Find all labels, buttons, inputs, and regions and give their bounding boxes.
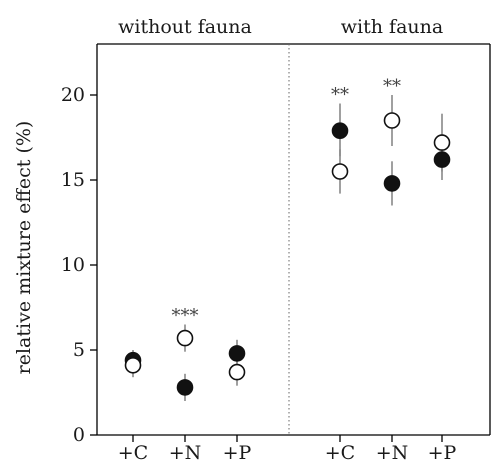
open-point (383, 112, 401, 129)
filled-point (433, 151, 451, 168)
x-tick-label: +C (325, 442, 355, 461)
significance-label: ** (331, 85, 349, 106)
y-axis-title: relative mixture effect (%) (13, 121, 35, 375)
x-tick-label: +P (223, 442, 252, 461)
x-tick-label: +N (376, 442, 409, 461)
chart-labels: 0 5 10 15 20 relative mixture effect (%) witho… (13, 16, 457, 461)
y-tick-label: 0 (73, 424, 85, 446)
data-marks (124, 95, 451, 401)
x-tick-label: +C (118, 442, 148, 461)
panel-label: without fauna (118, 16, 252, 38)
filled-point (228, 345, 246, 362)
x-tick-label: +P (428, 442, 457, 461)
significance-label: ** (383, 76, 401, 97)
y-tick-label: 20 (61, 84, 85, 106)
significance-label: *** (172, 306, 199, 327)
axes (90, 43, 491, 442)
filled-point (383, 175, 401, 192)
open-point (228, 363, 246, 381)
y-tick-label: 5 (73, 339, 85, 361)
x-tick-label: +N (169, 442, 202, 461)
panel-label: with fauna (341, 16, 443, 38)
filled-point (331, 122, 349, 139)
y-tick-label: 15 (61, 169, 85, 191)
open-point (331, 163, 349, 180)
open-point (124, 356, 142, 374)
filled-point (176, 379, 194, 396)
open-point (176, 329, 194, 347)
y-tick-label: 10 (61, 254, 85, 276)
open-point (433, 134, 451, 151)
